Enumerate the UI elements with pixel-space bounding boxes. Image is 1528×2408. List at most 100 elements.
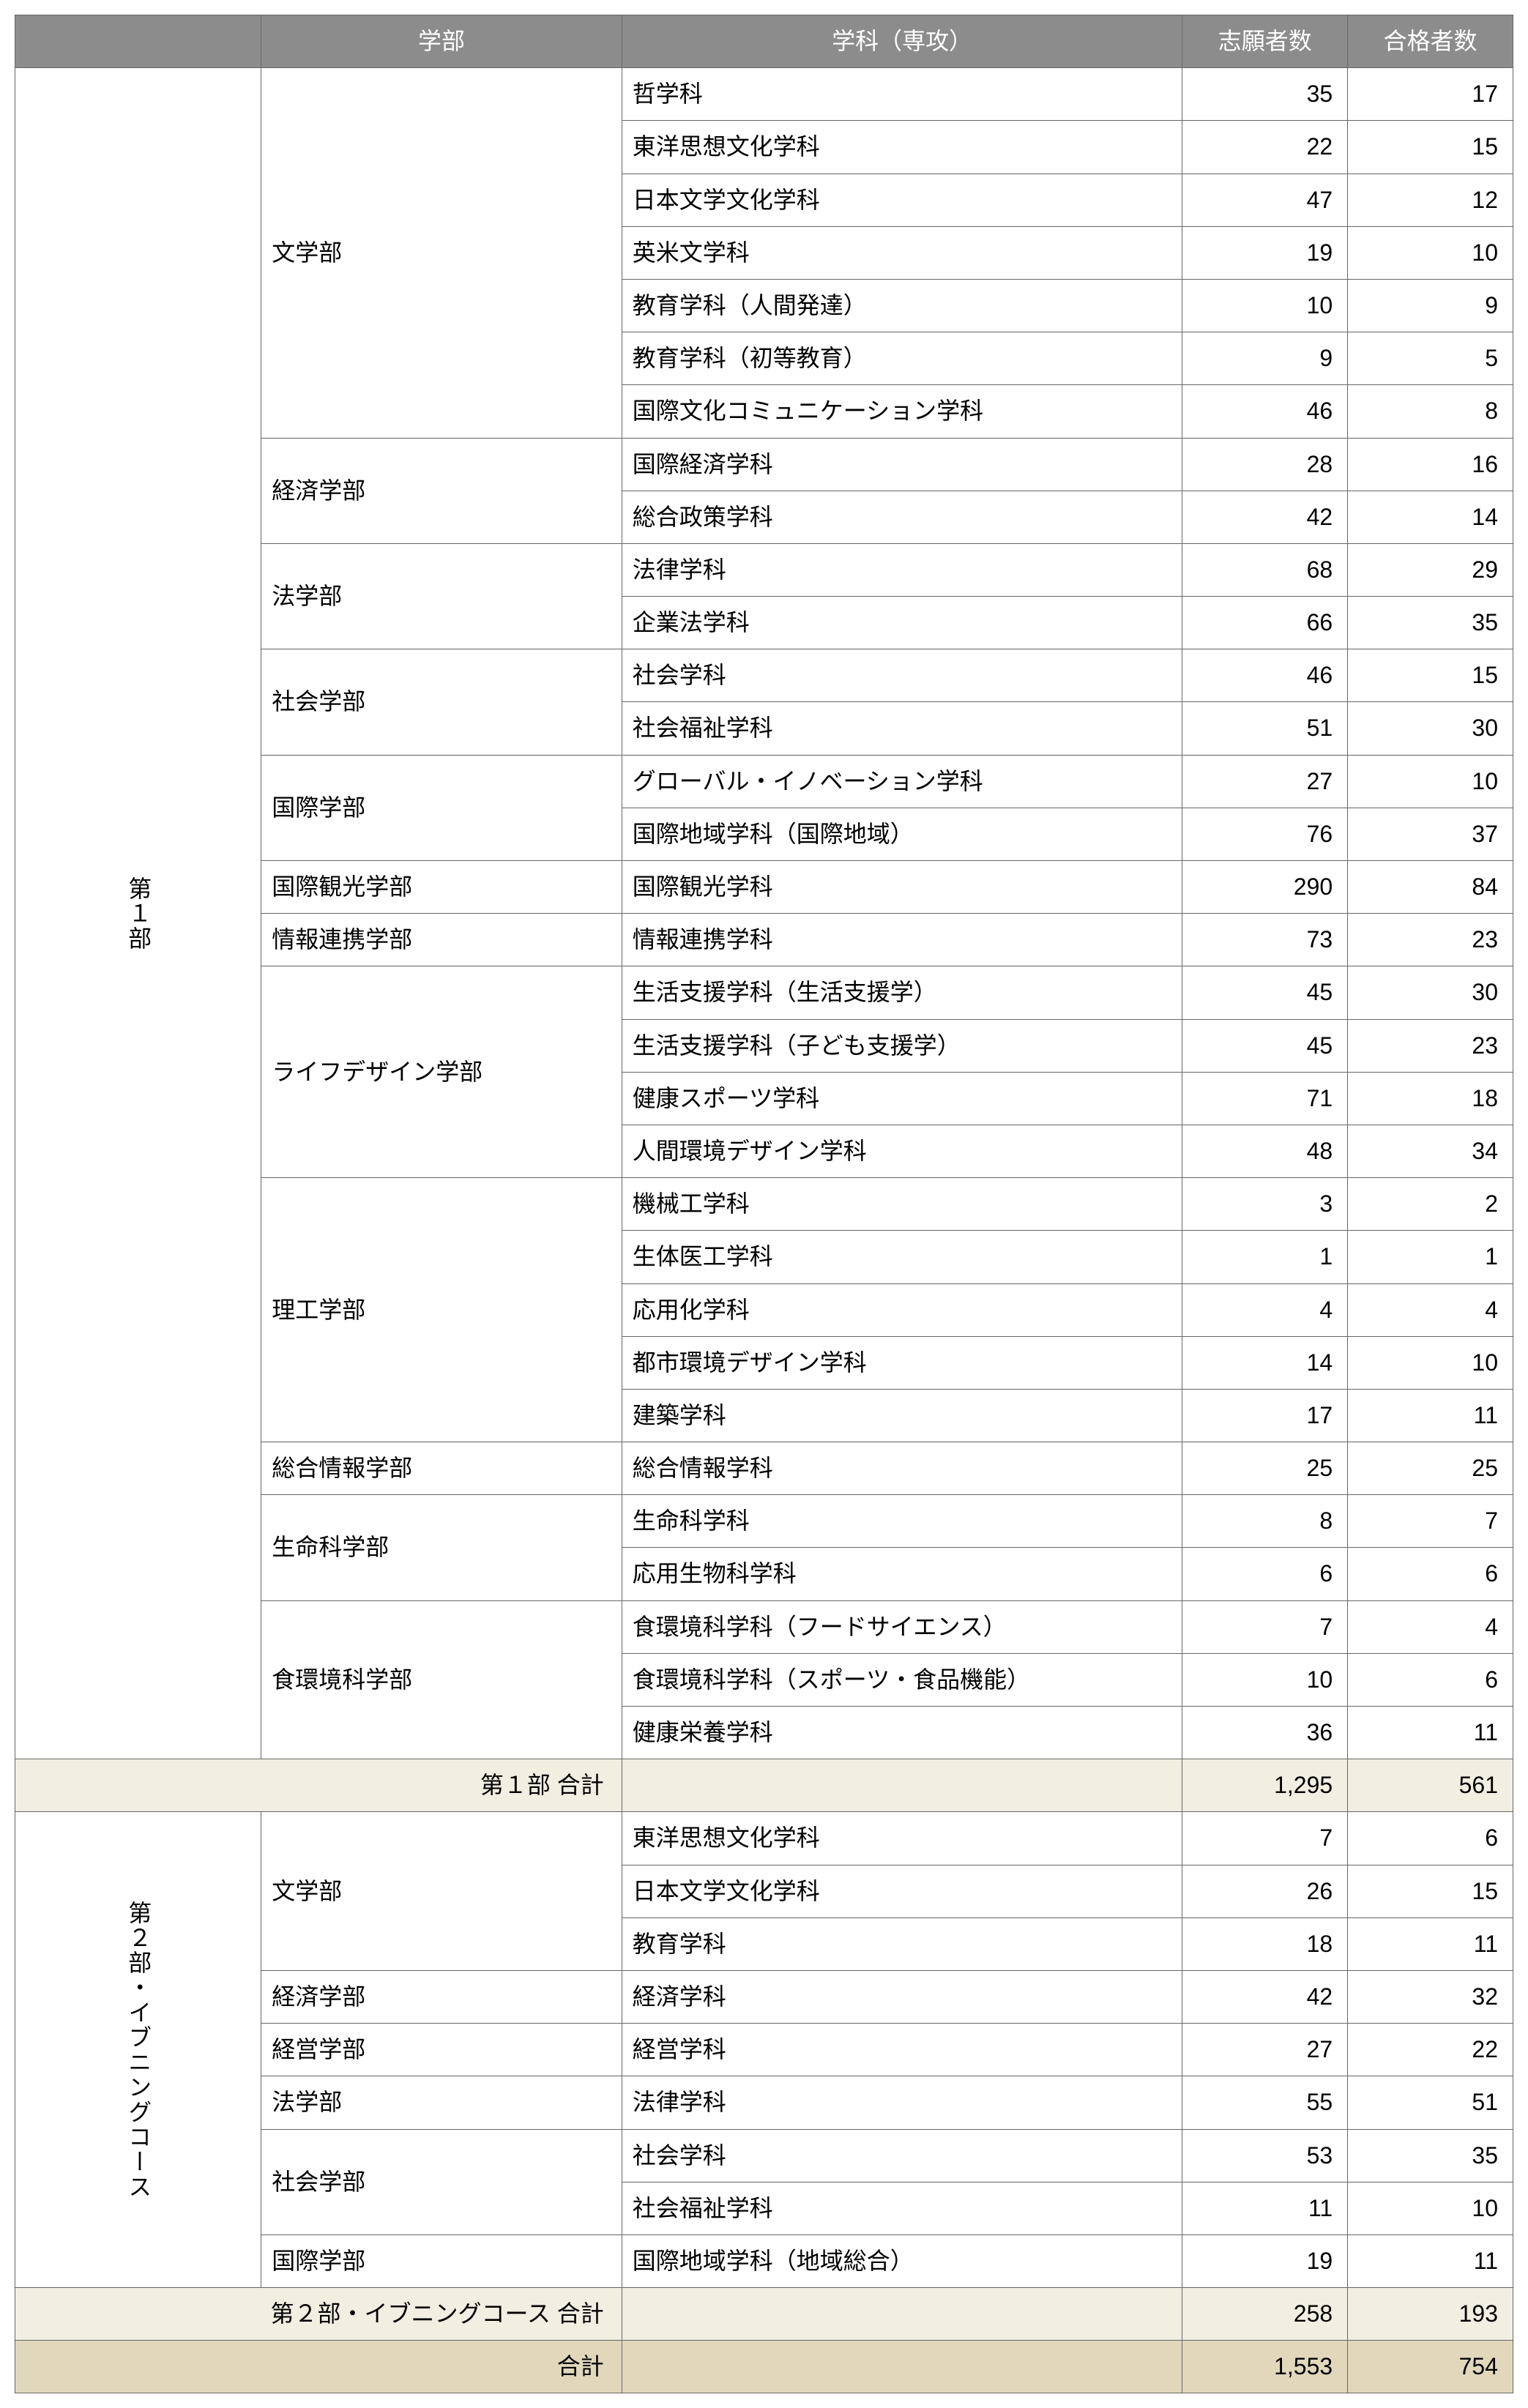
department-cell: 経済学科 (622, 1970, 1182, 2023)
department-cell: 国際地域学科（地域総合） (622, 2234, 1182, 2287)
applicants-cell: 10 (1182, 1653, 1348, 1706)
department-cell: 社会学科 (622, 2129, 1182, 2182)
applicants-cell: 68 (1182, 543, 1348, 596)
applicants-cell: 14 (1182, 1336, 1348, 1389)
department-cell: 東洋思想文化学科 (622, 1812, 1182, 1865)
grandtotal-accepted: 754 (1348, 2341, 1513, 2393)
subtotal-row: 第２部・イブニングコース 合計258193 (15, 2288, 1513, 2341)
department-cell: 東洋思想文化学科 (622, 121, 1182, 174)
grandtotal-label: 合計 (15, 2341, 622, 2393)
applicants-cell: 48 (1182, 1125, 1348, 1177)
applicants-cell: 19 (1182, 2234, 1348, 2287)
applicants-cell: 7 (1182, 1812, 1348, 1865)
department-cell: 情報連携学科 (622, 914, 1182, 966)
accepted-cell: 15 (1348, 649, 1513, 702)
accepted-cell: 11 (1348, 1389, 1513, 1442)
group-cell: 第２部・イブニングコース (15, 1812, 261, 2288)
department-cell: 機械工学科 (622, 1178, 1182, 1231)
header-corner (15, 15, 261, 68)
accepted-cell: 15 (1348, 121, 1513, 174)
faculty-cell: 国際学部 (261, 2234, 622, 2287)
table-row: 第１部文学部哲学科3517 (15, 68, 1513, 121)
accepted-cell: 2 (1348, 1178, 1513, 1231)
applicants-cell: 76 (1182, 808, 1348, 860)
subtotal-applicants: 258 (1182, 2288, 1348, 2341)
faculty-cell: 国際観光学部 (261, 861, 622, 914)
applicants-cell: 9 (1182, 332, 1348, 385)
accepted-cell: 18 (1348, 1072, 1513, 1125)
accepted-cell: 23 (1348, 1019, 1513, 1072)
subtotal-blank (622, 1759, 1182, 1812)
department-cell: 国際文化コミュニケーション学科 (622, 385, 1182, 438)
accepted-cell: 8 (1348, 385, 1513, 438)
applicants-cell: 4 (1182, 1283, 1348, 1336)
applicants-cell: 290 (1182, 861, 1348, 914)
accepted-cell: 29 (1348, 543, 1513, 596)
applicants-cell: 10 (1182, 279, 1348, 332)
accepted-cell: 10 (1348, 1336, 1513, 1389)
applicants-cell: 51 (1182, 702, 1348, 755)
faculty-cell: 経済学部 (261, 438, 622, 543)
subtotal-label: 第１部 合計 (15, 1759, 622, 1812)
faculty-cell: 経営学部 (261, 2024, 622, 2076)
faculty-cell: ライフデザイン学部 (261, 966, 622, 1178)
accepted-cell: 11 (1348, 1917, 1513, 1970)
department-cell: 哲学科 (622, 68, 1182, 121)
applicants-cell: 47 (1182, 174, 1348, 226)
department-cell: 健康栄養学科 (622, 1707, 1182, 1759)
applicants-cell: 18 (1182, 1917, 1348, 1970)
subtotal-label: 第２部・イブニングコース 合計 (15, 2288, 622, 2341)
department-cell: 生活支援学科（子ども支援学） (622, 1019, 1182, 1072)
applicants-cell: 42 (1182, 491, 1348, 543)
accepted-cell: 12 (1348, 174, 1513, 226)
applicants-cell: 55 (1182, 2076, 1348, 2129)
applicants-cell: 53 (1182, 2129, 1348, 2182)
group-cell: 第１部 (15, 68, 261, 1759)
accepted-cell: 37 (1348, 808, 1513, 860)
accepted-cell: 51 (1348, 2076, 1513, 2129)
department-cell: 日本文学文化学科 (622, 174, 1182, 226)
faculty-cell: 情報連携学部 (261, 914, 622, 966)
accepted-cell: 9 (1348, 279, 1513, 332)
applicants-cell: 71 (1182, 1072, 1348, 1125)
faculty-cell: 生命科学部 (261, 1495, 622, 1600)
subtotal-accepted: 561 (1348, 1759, 1513, 1812)
accepted-cell: 11 (1348, 2234, 1513, 2287)
department-cell: 法律学科 (622, 543, 1182, 596)
applicants-cell: 28 (1182, 438, 1348, 491)
grandtotal-row: 合計1,553754 (15, 2341, 1513, 2393)
applicants-cell: 27 (1182, 2024, 1348, 2076)
department-cell: グローバル・イノベーション学科 (622, 755, 1182, 808)
faculty-cell: 総合情報学部 (261, 1442, 622, 1495)
accepted-cell: 22 (1348, 2024, 1513, 2076)
applicants-cell: 6 (1182, 1548, 1348, 1600)
department-cell: 社会福祉学科 (622, 702, 1182, 755)
accepted-cell: 30 (1348, 966, 1513, 1019)
header-faculty: 学部 (261, 15, 622, 68)
subtotal-row: 第１部 合計1,295561 (15, 1759, 1513, 1812)
accepted-cell: 4 (1348, 1600, 1513, 1653)
applicants-cell: 35 (1182, 68, 1348, 121)
applicants-cell: 25 (1182, 1442, 1348, 1495)
faculty-cell: 食環境科学部 (261, 1600, 622, 1759)
accepted-cell: 32 (1348, 1970, 1513, 2023)
accepted-cell: 14 (1348, 491, 1513, 543)
applicants-cell: 73 (1182, 914, 1348, 966)
applicants-cell: 17 (1182, 1389, 1348, 1442)
department-cell: 食環境科学科（フードサイエンス） (622, 1600, 1182, 1653)
accepted-cell: 7 (1348, 1495, 1513, 1548)
applicants-cell: 1 (1182, 1231, 1348, 1283)
accepted-cell: 84 (1348, 861, 1513, 914)
faculty-cell: 国際学部 (261, 755, 622, 860)
department-cell: 国際観光学科 (622, 861, 1182, 914)
grandtotal-blank (622, 2341, 1182, 2393)
accepted-cell: 10 (1348, 755, 1513, 808)
applicants-cell: 45 (1182, 1019, 1348, 1072)
admissions-table: 学部 学科（専攻） 志願者数 合格者数 第１部文学部哲学科3517東洋思想文化学… (15, 15, 1513, 2393)
department-cell: 都市環境デザイン学科 (622, 1336, 1182, 1389)
department-cell: 応用生物科学科 (622, 1548, 1182, 1600)
accepted-cell: 11 (1348, 1707, 1513, 1759)
applicants-cell: 36 (1182, 1707, 1348, 1759)
department-cell: 国際経済学科 (622, 438, 1182, 491)
accepted-cell: 25 (1348, 1442, 1513, 1495)
